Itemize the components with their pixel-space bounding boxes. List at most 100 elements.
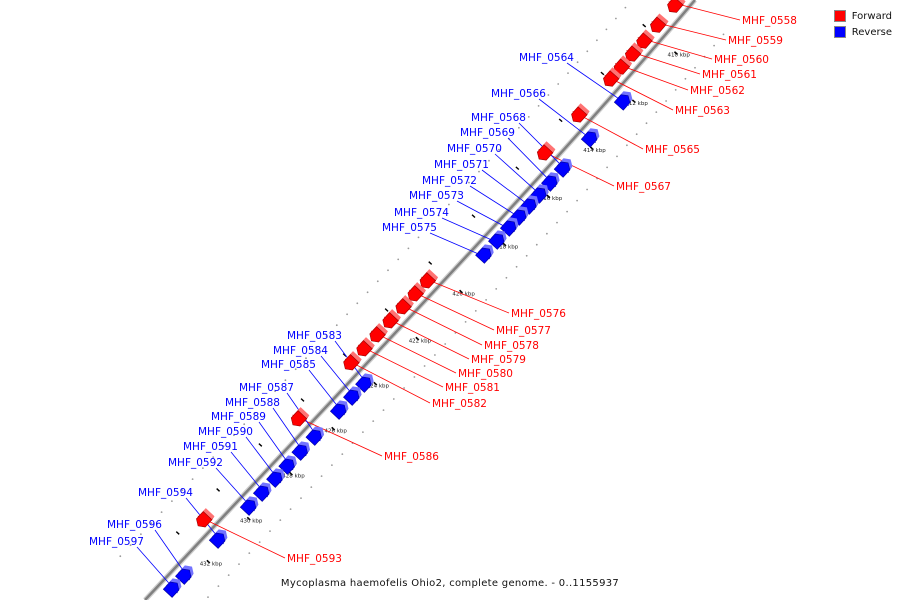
gene-feature[interactable]: [382, 309, 401, 329]
legend-label-forward: Forward: [851, 10, 892, 22]
gene-feature[interactable]: [650, 13, 669, 33]
gene-feature[interactable]: [278, 455, 297, 475]
track-dot: [346, 313, 348, 316]
track-dot: [713, 44, 715, 47]
gene-side-face: [509, 225, 519, 237]
gene-side-face: [416, 290, 426, 302]
gene-feature[interactable]: [343, 351, 362, 371]
tick-mark: [331, 426, 336, 431]
track-dot: [243, 423, 246, 426]
tick-label: 424 kbp: [367, 384, 390, 390]
label-leader: [421, 276, 510, 314]
gene-feature[interactable]: [162, 578, 182, 598]
track-dot: [222, 445, 225, 447]
gene-side-face: [623, 63, 633, 75]
gene-arrow: [536, 144, 554, 161]
gene-feature[interactable]: [580, 128, 600, 148]
gene-feature[interactable]: [667, 0, 686, 13]
track-dot: [263, 401, 266, 404]
tick-mark: [206, 559, 211, 564]
gene-feature[interactable]: [553, 158, 573, 178]
gene-feature[interactable]: [290, 407, 310, 427]
gene-arrow: [329, 403, 347, 420]
gene-feature[interactable]: [175, 565, 194, 585]
gene-label: MHF_0564: [519, 52, 574, 64]
tick-label: 414 kbp: [583, 148, 606, 154]
genome-caption: Mycoplasma haemofelis Ohio2, complete ge…: [280, 578, 620, 589]
gene-feature[interactable]: [329, 400, 349, 420]
gene-feature[interactable]: [208, 529, 228, 549]
minor-tick-mark: [600, 71, 605, 76]
gene-feature[interactable]: [356, 337, 375, 357]
gene-feature[interactable]: [613, 55, 633, 75]
track-dot: [160, 511, 163, 513]
gene-feature[interactable]: [291, 441, 310, 461]
label-leaders: [136, 1, 741, 594]
gene-feature[interactable]: [343, 386, 362, 406]
gene-feature[interactable]: [530, 184, 549, 204]
gene-feature[interactable]: [613, 91, 633, 111]
track-dot: [566, 210, 568, 213]
gene-feature[interactable]: [520, 195, 539, 215]
track-dot: [356, 302, 359, 305]
gene-feature[interactable]: [355, 373, 374, 393]
gene-arrow: [208, 532, 226, 549]
gene-arrow: [499, 220, 517, 237]
gene-feature[interactable]: [624, 42, 644, 62]
gene-label: MHF_0558: [742, 15, 797, 27]
track-dot: [320, 475, 323, 477]
tick-mark: [502, 242, 507, 247]
gene-feature[interactable]: [475, 244, 494, 264]
gene-feature[interactable]: [266, 468, 285, 488]
gene-label: MHF_0559: [728, 35, 783, 47]
gene-side-face: [550, 180, 560, 192]
gene-feature[interactable]: [196, 508, 215, 528]
track-dot: [382, 409, 385, 411]
gene-label: MHF_0566: [491, 88, 546, 100]
backbone-shadow: [143, 0, 697, 600]
gene-feature[interactable]: [488, 230, 507, 250]
gene-label: MHF_0568: [471, 112, 526, 124]
gene-feature[interactable]: [369, 323, 388, 343]
gene-feature[interactable]: [395, 295, 414, 315]
gene-feature[interactable]: [252, 482, 272, 502]
track-dot: [227, 574, 230, 576]
forward-swatch: [833, 10, 846, 22]
gene-label: MHF_0562: [690, 85, 745, 97]
gene-feature[interactable]: [510, 206, 529, 226]
tick-label: 430 kbp: [240, 519, 263, 525]
gene-label: MHF_0580: [458, 368, 513, 380]
gene-features: [162, 0, 686, 598]
gene-feature[interactable]: [571, 103, 590, 123]
gene-labels: MHF_0558 MHF_0559 MHF_0560 MHF_0561 MHF_0562…: [89, 15, 797, 565]
gene-feature[interactable]: [407, 282, 426, 302]
gene-feature[interactable]: [536, 141, 556, 161]
track-dot: [413, 376, 416, 378]
gene-feature[interactable]: [419, 269, 439, 289]
gene-arrow: [650, 16, 667, 33]
track-dot: [289, 508, 292, 510]
gene-label: MHF_0571: [434, 159, 489, 171]
tick-label: 418 kbp: [496, 244, 519, 250]
gene-feature[interactable]: [499, 217, 519, 237]
gene-arrow: [541, 175, 558, 192]
gene-feature[interactable]: [239, 496, 259, 516]
gene-side-face: [391, 317, 401, 329]
gene-feature[interactable]: [305, 426, 325, 446]
gene-feature[interactable]: [603, 67, 622, 87]
track-dot: [722, 33, 725, 36]
gene-label: MHF_0567: [616, 181, 671, 193]
legend: Forward Reverse: [833, 8, 892, 40]
label-leader: [409, 289, 495, 331]
track-dot: [684, 77, 687, 80]
gene-side-face: [172, 586, 182, 598]
minor-tick-mark: [428, 261, 433, 265]
track-dot: [546, 232, 548, 235]
gene-arrow: [475, 247, 492, 264]
track-dot: [362, 431, 364, 433]
tick-mark: [288, 471, 293, 476]
gene-label: MHF_0560: [714, 54, 769, 66]
gene-feature[interactable]: [541, 172, 560, 192]
gene-feature[interactable]: [636, 29, 655, 49]
gene-side-face: [623, 99, 633, 111]
